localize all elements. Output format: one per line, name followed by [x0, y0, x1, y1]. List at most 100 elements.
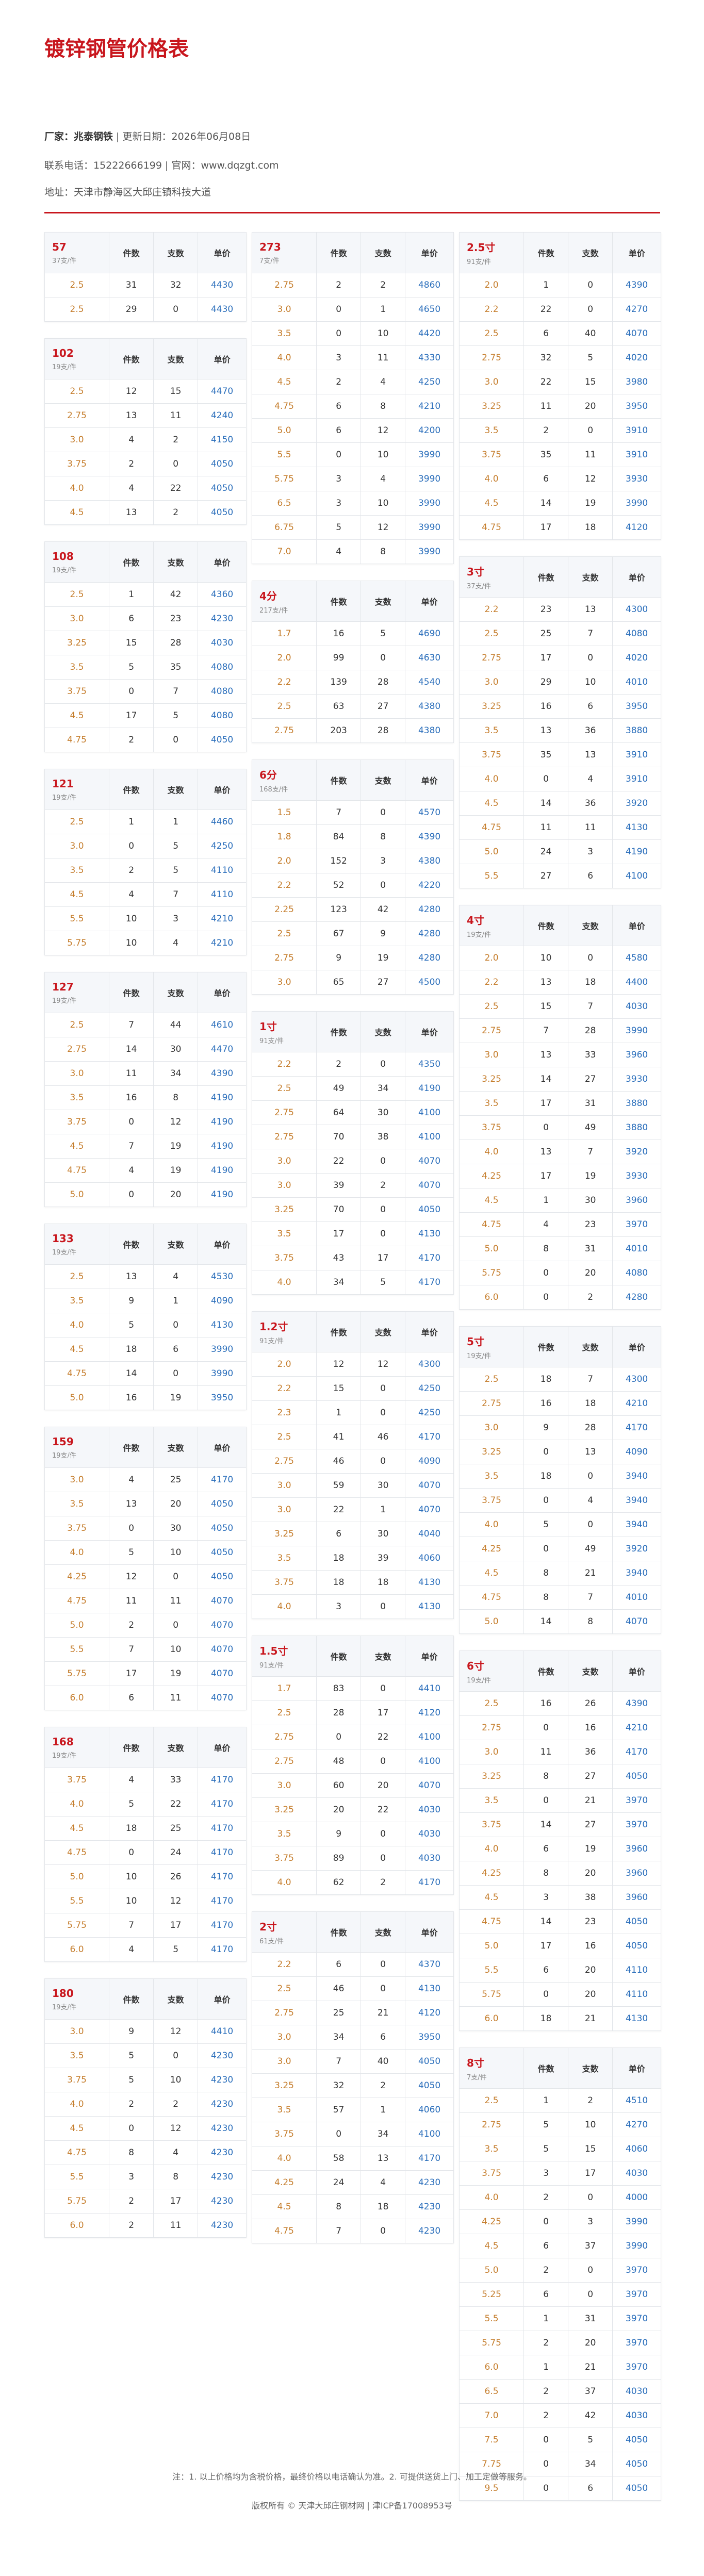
price-row: 3.25 8 27 4050	[459, 1764, 661, 1789]
pieces: 18	[568, 970, 613, 995]
pieces: 7	[153, 679, 199, 704]
price-row: 2.0 152 3 4380	[251, 849, 454, 873]
column-header: 支数	[568, 232, 613, 273]
price: 4050	[198, 452, 247, 476]
bundles: 12	[109, 1564, 154, 1589]
price-row: 2.75 16 18 4210	[459, 1391, 661, 1416]
bundles: 10	[109, 906, 154, 931]
price: 4410	[405, 1676, 454, 1701]
price: 4030	[405, 1822, 454, 1846]
pieces: 0	[361, 1052, 406, 1077]
column-header: 件数	[109, 232, 154, 273]
bundles: 15	[523, 994, 569, 1019]
price: 3990	[405, 467, 454, 491]
pieces: 34	[153, 1061, 199, 1086]
bundles: 2	[109, 2189, 154, 2214]
bundles: 20	[316, 1797, 362, 1822]
price-table: 2寸 61支/件 件数 支数 单价 2.2 6 0 4370 2.5 46 0 4130 2.75 25 21…	[251, 1911, 454, 2243]
pieces: 11	[361, 345, 406, 370]
pieces: 22	[153, 476, 199, 501]
thickness: 6.0	[459, 2355, 525, 2380]
column-header: 件数	[109, 1978, 154, 2020]
size-name: 180	[52, 1987, 74, 2000]
bundles: 13	[109, 500, 154, 525]
price-row: 3.75 0 12 4190	[44, 1110, 247, 1134]
price-table: 273 7支/件 件数 支数 单价 2.75 2 2 4860 3.0 0 1 4650 3.5 0 10 44…	[251, 232, 454, 564]
pieces: 5	[568, 345, 613, 370]
bundles: 0	[109, 1110, 154, 1134]
thickness: 4.25	[459, 2209, 525, 2234]
thickness: 4.75	[251, 2219, 317, 2243]
price: 4300	[612, 1367, 661, 1392]
price-row: 2.2 13 18 4400	[459, 970, 661, 995]
bundles: 24	[523, 839, 569, 864]
pieces: 25	[153, 1467, 199, 1492]
price: 4030	[612, 2379, 661, 2404]
price-row: 4.5 13 2 4050	[44, 500, 247, 525]
thickness: 1.5	[251, 800, 317, 825]
price-row: 2.2 23 13 4300	[459, 597, 661, 622]
pieces: 6	[153, 1337, 199, 1362]
price: 4050	[612, 1934, 661, 1958]
bundles: 0	[523, 2452, 569, 2476]
column-header: 支数	[361, 1911, 406, 1953]
bundles: 57	[316, 2098, 362, 2122]
size-name: 8寸	[467, 2057, 484, 2069]
pieces: 20	[568, 1861, 613, 1886]
bundles: 1	[109, 810, 154, 834]
price-table: 6寸 19支/件 件数 支数 单价 2.5 16 26 4390 2.75 0 16 4210 3.0 11…	[459, 1650, 661, 2031]
price: 3980	[612, 370, 661, 394]
price: 4610	[198, 1013, 247, 1037]
price: 4510	[612, 2088, 661, 2113]
price: 4390	[405, 824, 454, 849]
size-cell: 159 19支/件	[44, 1427, 110, 1468]
bundles: 3	[316, 1594, 362, 1619]
price: 4020	[612, 646, 661, 670]
pieces: 1	[153, 810, 199, 834]
bundles: 70	[316, 1125, 362, 1149]
thickness: 1.7	[251, 621, 317, 646]
price: 4100	[405, 1725, 454, 1749]
bundles: 16	[109, 1385, 154, 1410]
price-row: 4.25 0 49 3920	[459, 1537, 661, 1561]
thickness: 3.0	[44, 834, 110, 858]
price-row: 6.0 0 2 4280	[459, 1285, 661, 1310]
price: 4020	[612, 345, 661, 370]
bundles: 14	[523, 1067, 569, 1092]
pieces: 21	[568, 1788, 613, 1813]
pieces: 0	[153, 2043, 199, 2068]
thickness: 4.25	[459, 1861, 525, 1886]
pieces: 6	[568, 864, 613, 888]
price-row: 2.5 25 7 4080	[459, 621, 661, 646]
size-cell: 8寸 7支/件	[459, 2047, 525, 2089]
bundles: 25	[316, 2001, 362, 2025]
price-row: 3.0 7 40 4050	[251, 2049, 454, 2074]
price-row: 2.75 203 28 4380	[251, 718, 454, 743]
price: 3940	[612, 1512, 661, 1537]
price-row: 5.5 7 10 4070	[44, 1637, 247, 1662]
price-table: 1.5寸 91支/件 件数 支数 单价 1.7 83 0 4410 2.5 28 17 4120 2.75…	[251, 1636, 454, 1895]
thickness: 4.75	[459, 1212, 525, 1237]
pieces-per-bundle: 19支/件	[467, 1352, 491, 1360]
price: 4210	[198, 931, 247, 955]
header-row: 57 37支/件 件数 支数 单价	[44, 232, 247, 273]
pieces-per-bundle: 19支/件	[52, 997, 76, 1005]
bundles: 39	[316, 1173, 362, 1198]
bundles: 5	[523, 1512, 569, 1537]
thickness: 2.75	[44, 403, 110, 428]
thickness: 2.75	[251, 273, 317, 298]
column-header: 支数	[153, 541, 199, 583]
pieces: 0	[568, 273, 613, 298]
thickness: 4.5	[44, 703, 110, 728]
price-row: 4.0 0 4 3910	[459, 767, 661, 791]
bundles: 6	[523, 1958, 569, 1983]
price: 3970	[612, 1812, 661, 1837]
bundles: 0	[523, 2209, 569, 2234]
pieces: 0	[153, 728, 199, 752]
price-row: 6.0 18 21 4130	[459, 2006, 661, 2031]
size-cell: 4分 217支/件	[251, 581, 317, 622]
price-row: 4.0 3 0 4130	[251, 1594, 454, 1619]
bundles: 18	[316, 1570, 362, 1595]
thickness: 2.75	[459, 1391, 525, 1416]
price: 4220	[405, 873, 454, 898]
